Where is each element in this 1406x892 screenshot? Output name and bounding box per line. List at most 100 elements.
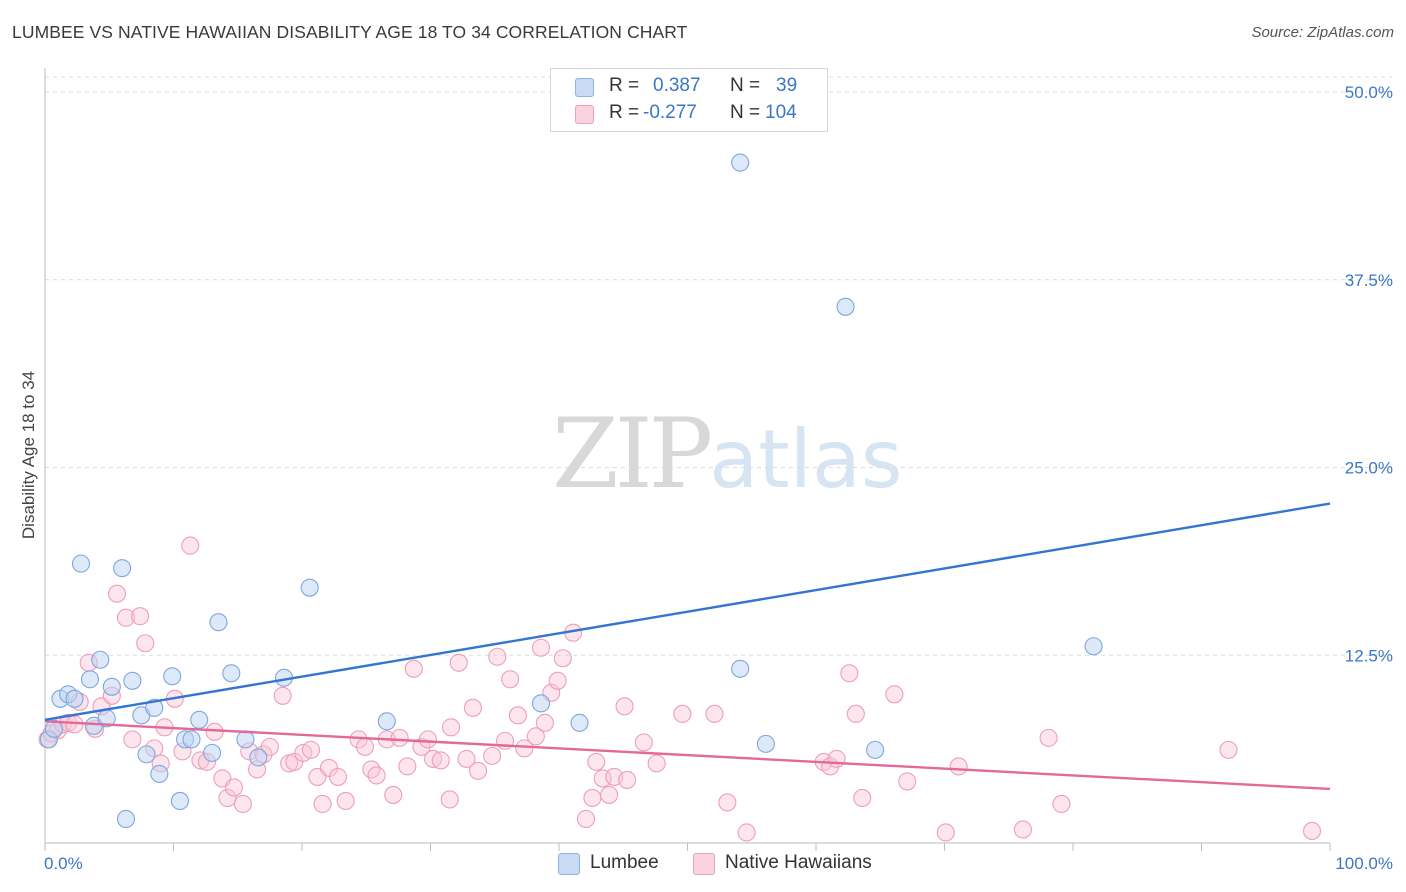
native-hawaiians-point: [501, 670, 520, 689]
native-hawaiians-point: [647, 754, 666, 773]
lumbee-point: [145, 698, 164, 717]
native-hawaiians-point: [328, 767, 348, 786]
native-hawaiians-point: [384, 785, 403, 804]
lumbee-point: [170, 791, 189, 810]
native-hawaiians-point: [853, 788, 872, 807]
native-hawaiians-point: [718, 793, 737, 812]
watermark-atlas: atlas: [709, 413, 903, 506]
legend-n-value: 39: [776, 75, 798, 96]
trend-lines: [44, 502, 1331, 791]
lumbee-point: [866, 740, 885, 759]
native-hawaiians-point: [949, 757, 968, 776]
lumbee-point: [531, 694, 551, 713]
native-hawaiians-point: [107, 584, 127, 603]
watermark-zip: ZIP: [552, 398, 713, 510]
chart-title: LUMBEE VS NATIVE HAWAIIAN DISABILITY AGE…: [12, 22, 688, 42]
lumbee-point: [44, 719, 64, 738]
lumbee-point: [113, 559, 132, 578]
stats-legend: R = 0.387 N = 39 R = -0.277 N = 104: [550, 68, 828, 132]
native-hawaiians-point: [273, 686, 292, 705]
gridlines: [45, 76, 1392, 656]
native-hawaiians-point: [1219, 740, 1238, 759]
native-hawaiians-point: [449, 653, 468, 672]
native-hawaiians-point: [260, 737, 279, 756]
native-hawaiians-point: [548, 671, 567, 690]
lumbee-point: [137, 745, 156, 764]
legend-r-label: R =: [609, 75, 640, 96]
native-hawaiians-point: [705, 704, 724, 723]
native-hawaiians-point: [301, 740, 321, 759]
legend-r-label: R =: [609, 102, 640, 123]
lumbee-point: [756, 734, 775, 753]
lumbee-point: [731, 659, 750, 678]
lumbee-point: [570, 713, 589, 732]
legend-n-label: N =: [730, 102, 761, 123]
native-hawaiians-point: [898, 772, 917, 791]
y-tick-label: 12.5%: [1345, 646, 1393, 665]
lumbee-point: [249, 748, 268, 767]
watermark: ZIPatlas: [552, 398, 903, 510]
native-hawaiians-point: [218, 788, 237, 807]
native-hawaiians-point: [398, 757, 417, 776]
y-tick-label: 50.0%: [1345, 83, 1393, 102]
legend-swatch-native-hawaiians: [575, 105, 594, 124]
native-hawaiians-point: [440, 790, 459, 809]
native-hawaiians-point: [1052, 794, 1071, 813]
native-hawaiians-point: [673, 704, 692, 723]
native-hawaiians-point: [1302, 821, 1322, 841]
legend-n-value: 104: [765, 102, 797, 123]
native-hawaiians-point: [123, 730, 142, 749]
lumbee-point: [150, 764, 169, 783]
native-hawaiians-point: [515, 739, 534, 758]
native-hawaiians-point: [390, 728, 409, 747]
native-hawaiians-point: [618, 770, 637, 789]
native-hawaiians-point: [840, 664, 859, 683]
lumbee-point: [190, 710, 209, 729]
bottom-legend-label-native-hawaiians: Native Hawaiians: [725, 852, 872, 873]
lumbee-point: [163, 667, 182, 686]
legend-r-value: 0.387: [653, 75, 701, 96]
source-label: Source: ZipAtlas.com: [1251, 24, 1394, 41]
native-hawaiians-point: [483, 746, 502, 765]
bottom-legend-label-lumbee: Lumbee: [590, 852, 659, 873]
y-axis-label: Disability Age 18 to 34: [19, 371, 38, 539]
native-hawaiians-point: [355, 737, 375, 756]
native-hawaiians-point: [508, 706, 527, 725]
native-hawaiians-point: [116, 608, 136, 627]
native-hawaiians-point: [424, 749, 443, 768]
lumbee-point: [102, 677, 121, 696]
native-hawaiians-point: [418, 730, 437, 749]
native-hawaiians-point: [936, 823, 955, 842]
bottom-legend-swatch-lumbee: [558, 853, 580, 875]
bottom-legend-swatch-native-hawaiians: [693, 853, 715, 875]
native-hawaiians-point: [587, 752, 606, 771]
lumbee-point: [209, 613, 228, 632]
native-hawaiians-points: [38, 536, 1322, 842]
native-hawaiians-point: [488, 647, 507, 666]
lumbee-trend-line: [44, 502, 1331, 722]
native-hawaiians-point: [526, 727, 545, 746]
native-hawaiians-point: [634, 733, 653, 752]
lumbee-point: [731, 153, 750, 172]
lumbee-point: [123, 671, 142, 690]
lumbee-point: [1084, 637, 1103, 656]
lumbee-point: [222, 664, 241, 683]
y-tick-label: 25.0%: [1345, 459, 1393, 478]
lumbee-point: [377, 712, 396, 731]
legend-n-label: N =: [730, 75, 761, 96]
native-hawaiians-point: [136, 634, 155, 653]
native-hawaiians-point: [600, 785, 619, 804]
lumbee-point: [836, 297, 855, 316]
tick-labels: 12.5% 25.0% 37.5% 50.0% 0.0% 100.0%: [44, 83, 1393, 873]
native-hawaiians-point: [583, 788, 602, 807]
x-tick-label: 100.0%: [1335, 854, 1393, 873]
lumbee-point: [236, 730, 255, 749]
native-hawaiians-point: [885, 685, 904, 704]
lumbee-point: [65, 689, 84, 708]
lumbee-point: [91, 650, 110, 669]
legend-r-value: -0.277: [643, 102, 697, 123]
native-hawaiians-point: [205, 722, 224, 741]
legend-swatch-lumbee: [575, 78, 594, 97]
native-hawaiians-point: [224, 778, 243, 797]
native-hawaiians-point: [846, 704, 865, 723]
